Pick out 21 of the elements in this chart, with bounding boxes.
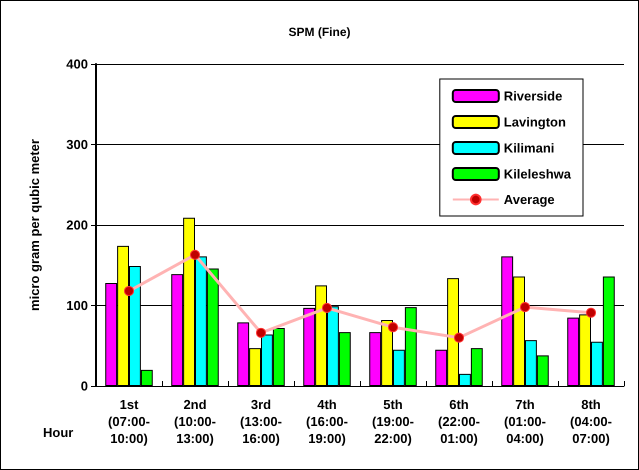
legend-label: Lavington bbox=[504, 114, 566, 130]
legend-label: Average bbox=[504, 192, 555, 207]
x-tick-label: 3rd (13:00- 16:00) bbox=[240, 397, 282, 446]
legend-label: Riverside bbox=[504, 88, 562, 104]
y-tick-label: 200 bbox=[66, 218, 88, 232]
x-tick-label: 1st (07:00- 10:00) bbox=[108, 397, 150, 446]
x-tick-label: 2nd (10:00- 13:00) bbox=[174, 397, 216, 446]
y-tick-label: 0 bbox=[80, 378, 88, 394]
chart-title: SPM (Fine) bbox=[288, 25, 350, 39]
legend-label: Kileleshwa bbox=[504, 166, 572, 182]
x-tick-label: 4th (16:00- 19:00) bbox=[306, 397, 348, 446]
x-tick-label: 8th (04:00- 07:00) bbox=[570, 397, 612, 446]
x-tick-label: 6th (22:00- 01:00) bbox=[438, 397, 480, 446]
y-tick-label: 100 bbox=[66, 298, 88, 313]
x-tick-label: 7th (01:00- 04:00) bbox=[504, 397, 546, 446]
y-axis-title: micro gram per qubic meter bbox=[27, 139, 42, 311]
x-tick-label: 5th (19:00- 22:00) bbox=[372, 397, 414, 446]
y-tick-label: 400 bbox=[66, 56, 88, 72]
y-tick-label: 300 bbox=[66, 137, 88, 152]
x-axis-title: Hour bbox=[43, 425, 74, 440]
legend-label: Kilimani bbox=[504, 140, 554, 156]
